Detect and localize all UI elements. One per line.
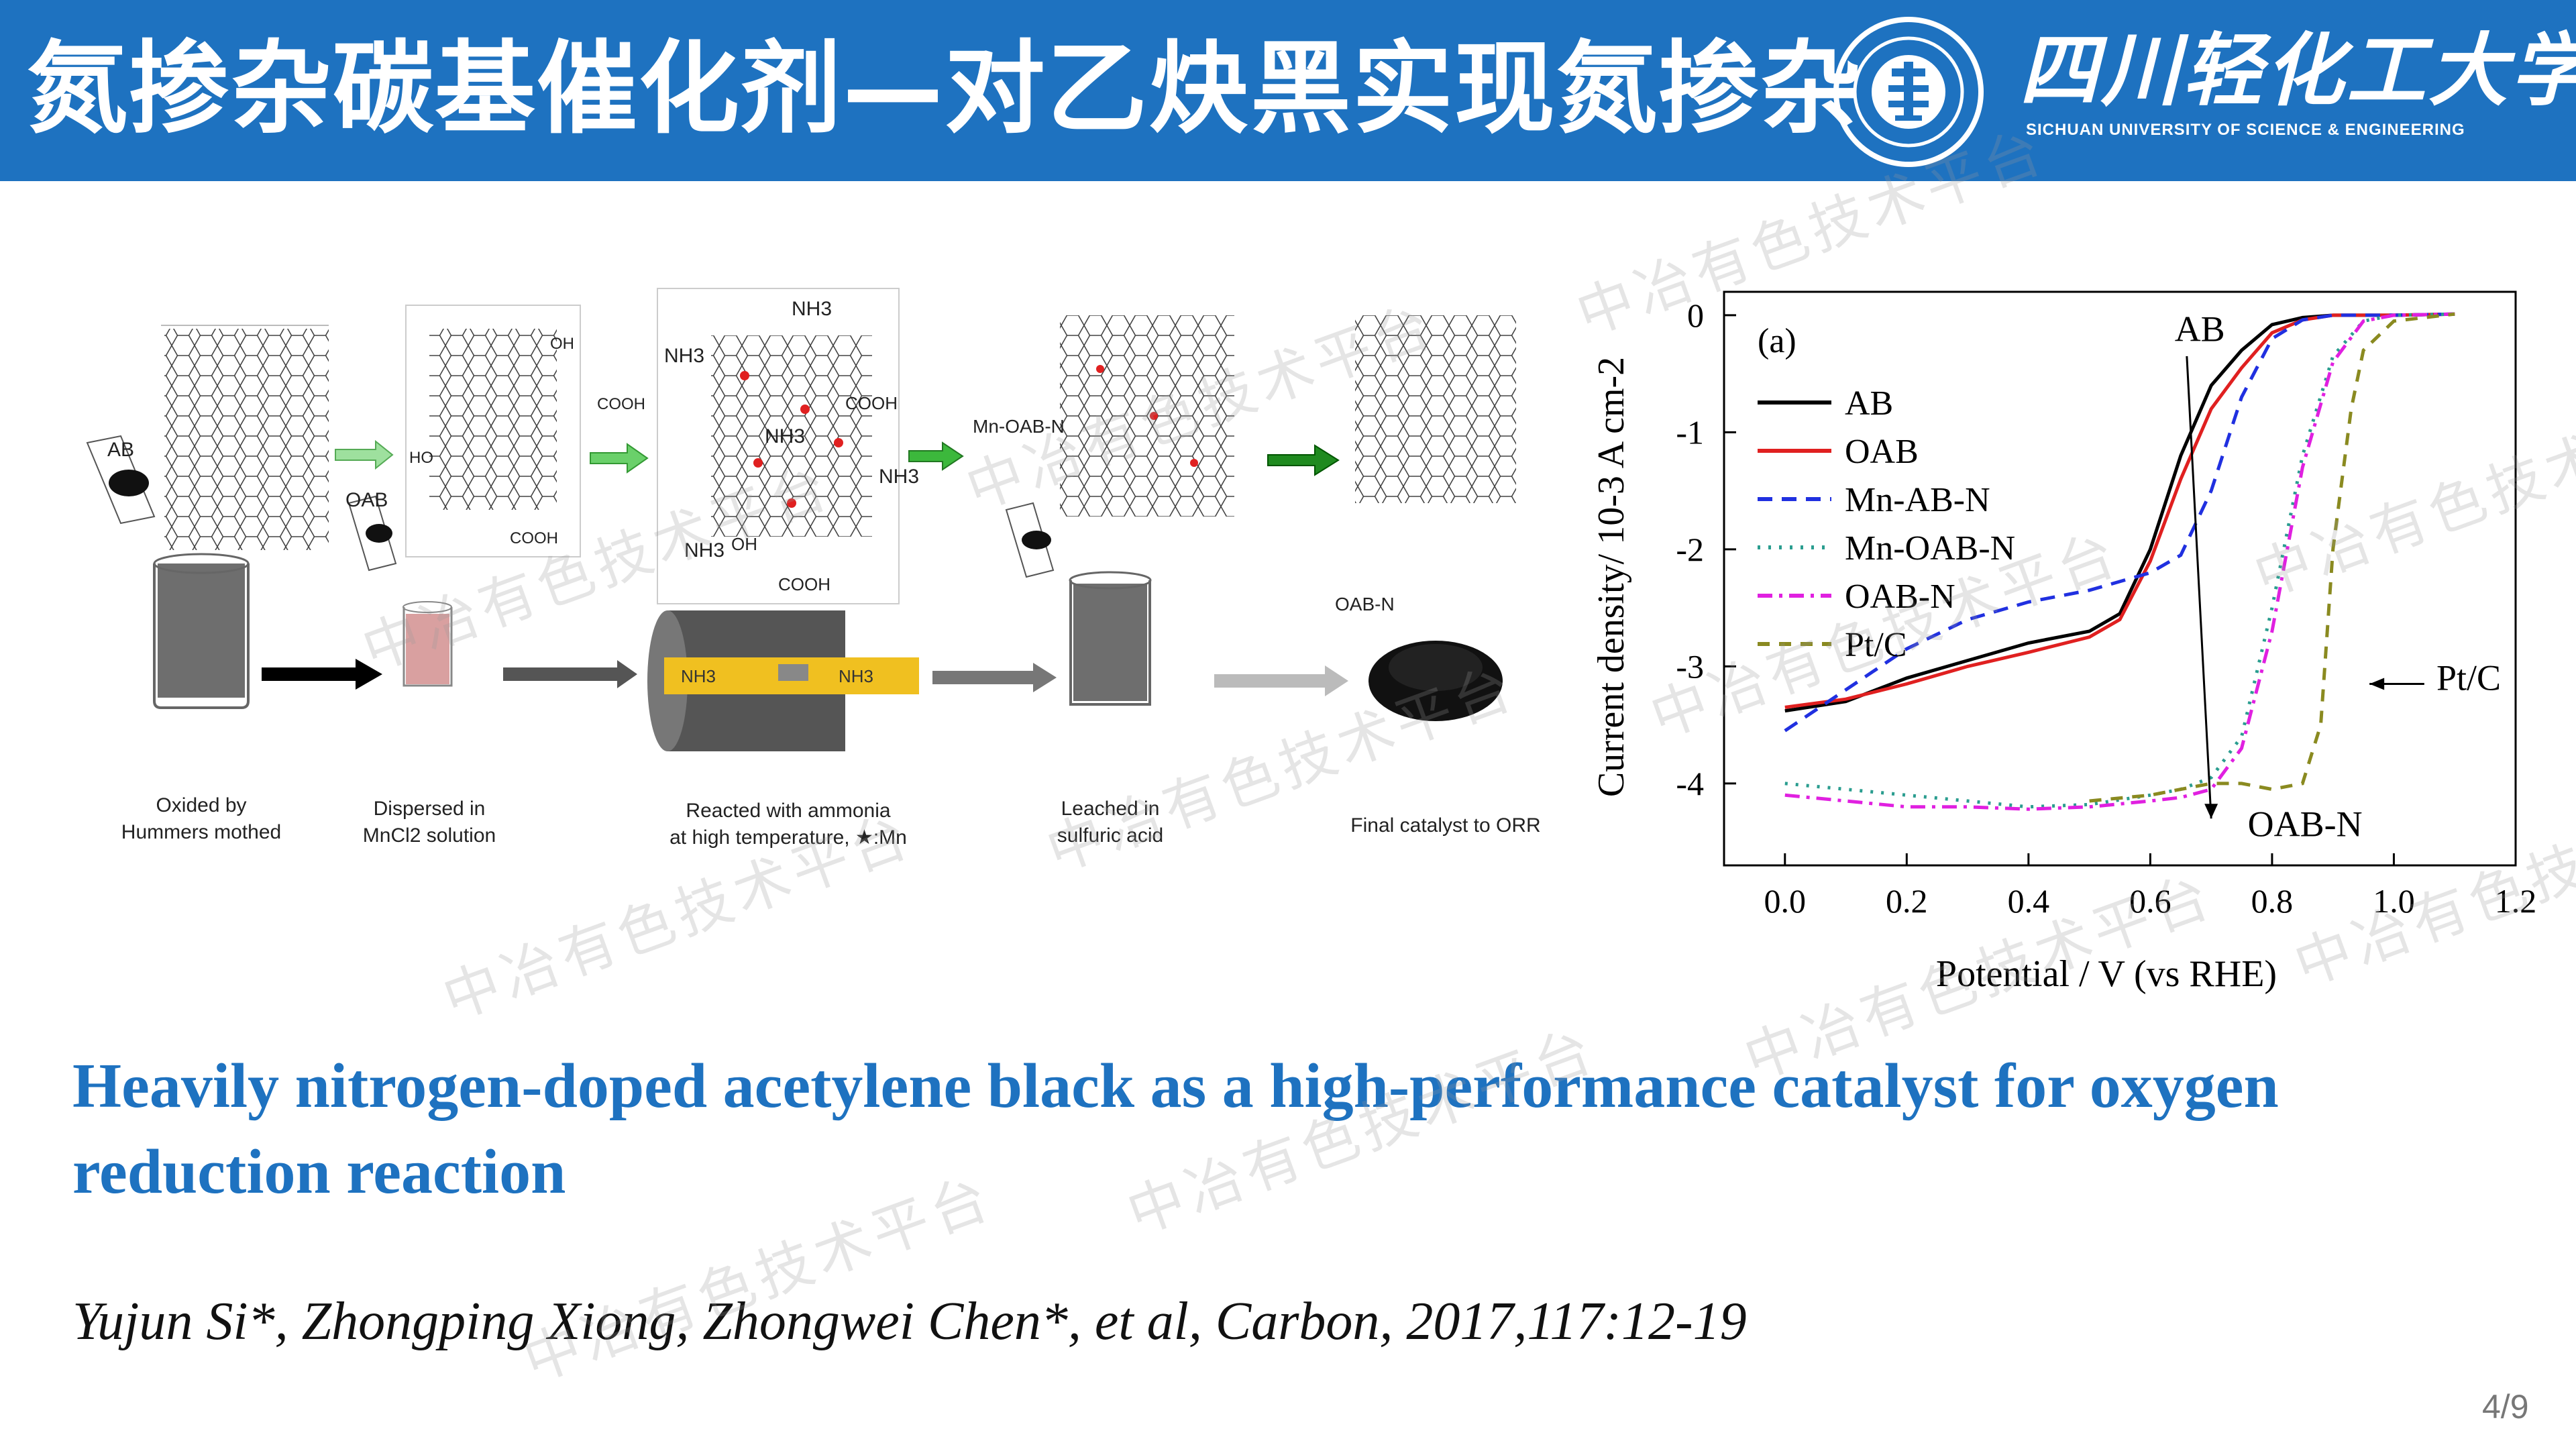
y-axis-label: Current density/ 10-3 A cm-2 (1591, 357, 1632, 797)
cooh-label: COOH (845, 393, 898, 413)
arrow-ab-to-oab-n (2186, 356, 2212, 819)
x-tick-label: 1.0 (2373, 882, 2415, 920)
mn-site-markers (740, 371, 843, 508)
x-tick-label: 0.2 (1886, 882, 1928, 920)
synthesis-scheme: OH COOH HO COOH NH3 NH3 NH3 NH3 NH3 COOH… (86, 288, 1541, 849)
legend-label: Mn-AB-N (1845, 481, 1990, 519)
mn-doped-structure: NH3 NH3 NH3 NH3 NH3 COOH COOH OH (657, 288, 919, 604)
legend-label: Pt/C (1845, 626, 1907, 664)
oab-sample: OAB (345, 489, 397, 572)
mn-oab-n-label: Mn-OAB-N (973, 416, 1065, 437)
mn-oab-n-structure: Mn-OAB-N (973, 315, 1234, 517)
step-caption: Reacted with ammonia (686, 800, 890, 822)
step-caption: Oxided by (156, 794, 246, 816)
step-caption: Leached in (1061, 798, 1160, 820)
oab-label: OAB (345, 489, 388, 511)
y-tick-label: -2 (1676, 531, 1704, 568)
step-caption: Dispersed in (374, 798, 486, 820)
ho-label: HO (409, 449, 433, 467)
nh3-label: NH3 (792, 298, 832, 320)
legend-label: AB (1845, 384, 1893, 423)
final-catalyst-powder: OAB-N (1335, 594, 1503, 721)
ab-structure (161, 325, 329, 550)
x-tick-label: 0.6 (2129, 882, 2171, 920)
citation: Yujun Si*, Zhongping Xiong, Zhongwei Che… (72, 1292, 1747, 1351)
nh3-label: NH3 (765, 425, 805, 447)
step-caption: sulfuric acid (1057, 824, 1163, 847)
y-tick-label: -1 (1676, 413, 1704, 451)
plot-frame (1723, 290, 2517, 867)
paper-title: Heavily nitrogen-doped acetylene black a… (72, 1051, 2279, 1207)
legend-label: Mn-OAB-N (1845, 529, 2015, 568)
university-name-cn: 四川轻化工大学 (2019, 23, 2576, 117)
nh3-label: NH3 (684, 539, 724, 561)
step-caption: MnCl2 solution (363, 824, 496, 847)
page-number: 4/9 (2482, 1388, 2529, 1426)
ab-label: AB (107, 439, 134, 461)
title-bar (0, 0, 2576, 181)
x-tick-label: 0.4 (2008, 882, 2050, 920)
y-tick-label: 0 (1687, 297, 1704, 334)
university-logo (1833, 17, 1984, 167)
beaker-oxidation (153, 553, 250, 709)
series-line-oab-n (1784, 312, 2455, 811)
oab-n-label: OAB-N (1335, 594, 1395, 614)
step-arrow (932, 663, 1057, 692)
panel-label: (a) (1758, 322, 1796, 360)
series-line-mn-ab-n (1784, 312, 2455, 733)
series-line-pt-c (2089, 312, 2455, 803)
legend-label: OAB (1845, 433, 1919, 471)
nh3-label: NH3 (879, 466, 919, 488)
lsv-chart: (a) Potential / V (vs RHE) Current densi… (1591, 290, 2537, 995)
x-axis-label: Potential / V (vs RHE) (1936, 953, 2277, 995)
university-name-en: SICHUAN UNIVERSITY OF SCIENCE & ENGINEER… (2026, 121, 2465, 139)
annotation-label: OAB-N (2248, 804, 2363, 844)
y-tick-label: -3 (1676, 647, 1704, 685)
x-tick-label: 0.0 (1764, 882, 1807, 920)
step-caption: at high temperature, ★:Mn (669, 826, 907, 849)
nh3-label: NH3 (681, 666, 716, 686)
oab-n-structure (1355, 315, 1516, 503)
tube-furnace: NH3 NH3 (647, 610, 919, 751)
series-line-mn-oab-n (1784, 312, 2455, 809)
cooh-label: COOH (597, 395, 645, 413)
ab-sample: AB (86, 435, 156, 525)
step-arrow (262, 659, 382, 690)
nh3-label: NH3 (664, 345, 704, 367)
step-arrow (503, 660, 637, 688)
reaction-arrows (335, 439, 1340, 476)
y-tick-label: -4 (1676, 765, 1704, 802)
step-arrow (1214, 665, 1348, 696)
arrow-head (2204, 804, 2218, 819)
legend-label: OAB-N (1845, 578, 1955, 616)
step-caption: Final catalyst to ORR (1350, 814, 1540, 837)
beaker-dispersion (402, 601, 453, 687)
beaker-leaching (1005, 502, 1152, 706)
x-tick-label: 1.2 (2495, 882, 2537, 920)
nh3-label: NH3 (839, 666, 873, 686)
cooh-label: COOH (510, 529, 558, 547)
slide-title: 氮掺杂碳基催化剂—对乙炔黑实现氮掺杂 (27, 31, 1863, 148)
cooh-label: COOH (778, 574, 830, 594)
x-tick-label: 0.8 (2251, 882, 2294, 920)
oab-structure: OH COOH HO COOH (405, 305, 645, 557)
annotation-label: Pt/C (2436, 657, 2501, 698)
oh-label: OH (550, 335, 574, 353)
arrow-head (2369, 678, 2385, 690)
annotation-label: AB (2175, 309, 2225, 349)
oh-label: OH (731, 534, 757, 554)
step-caption: Hummers mothed (121, 821, 281, 843)
